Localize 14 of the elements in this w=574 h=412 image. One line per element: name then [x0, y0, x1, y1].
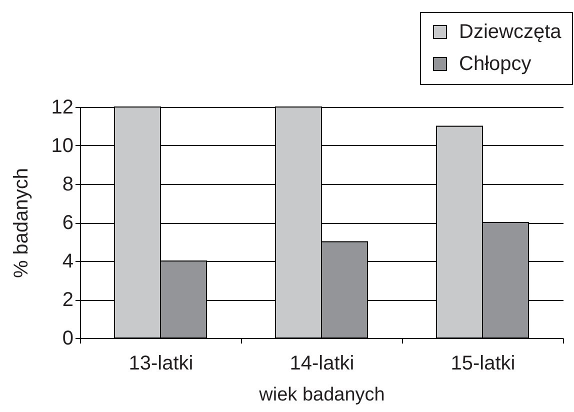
y-axis-title: % badanych	[10, 168, 32, 278]
x-tick-label: 15-latki	[450, 352, 516, 374]
y-tick-label: 12	[51, 96, 74, 118]
y-tick-label: 4	[62, 250, 74, 272]
y-tick-label: 6	[62, 212, 74, 234]
legend-label: Dziewczęta	[459, 21, 562, 43]
y-tick-label: 0	[62, 328, 74, 350]
legend-label: Chłopcy	[459, 53, 532, 75]
x-tick-label: 14-latki	[290, 352, 354, 374]
y-tick-label: 8	[62, 174, 74, 196]
x-axis-title: wiek badanych	[258, 384, 385, 406]
x-tick-label: 13-latki	[128, 352, 194, 374]
y-tick-label: 10	[51, 135, 74, 157]
y-tick-label: 2	[62, 289, 74, 311]
